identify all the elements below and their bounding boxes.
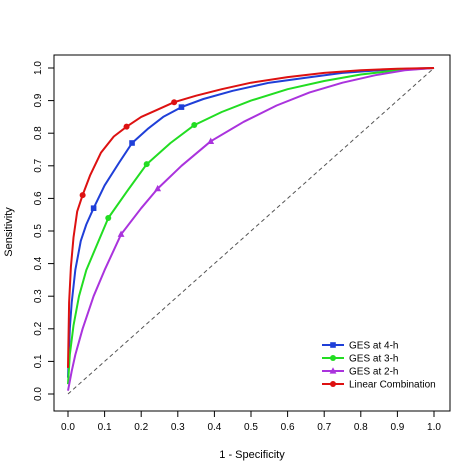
data-point [90,205,97,211]
series-2 [67,67,435,385]
y-tick-label: 0.9 [33,93,44,107]
legend: GES at 4-h GES at 3-h GES at 2-h Linear Com… [318,336,446,392]
y-axis: 0.0 0.1 0.2 0.3 0.4 0.5 0.6 0.7 0.8 0.9 1.0 [33,61,55,401]
legend-marker [329,367,337,374]
data-point [171,99,178,106]
data-point [191,122,198,129]
y-axis-label: Sensitivity [3,207,15,257]
legend-label: GES at 2-h [349,367,398,378]
data-point [154,184,162,192]
x-tick-label: 0.3 [171,422,185,433]
series-line [67,67,435,368]
data-point [178,104,185,110]
data-point [105,214,112,221]
series-layer [67,67,435,391]
legend-label: GES at 3-h [349,354,398,365]
x-tick-label: 0.7 [317,422,331,433]
x-tick-label: 1.0 [427,422,441,433]
legend-marker [330,342,336,348]
x-tick-label: 0.5 [244,422,258,433]
legend-label: GES at 4-h [349,341,398,352]
data-point [79,192,86,199]
series-line [67,67,435,385]
y-tick-label: 0.6 [33,191,44,205]
series-1 [67,67,435,378]
y-tick-label: 0.8 [33,126,44,140]
y-tick-label: 0.3 [33,289,44,303]
x-tick-label: 0.1 [98,422,112,433]
x-tick-label: 0.2 [134,422,148,433]
x-tick-label: 0.6 [281,422,295,433]
y-tick-label: 1.0 [33,61,44,75]
y-tick-label: 0.1 [33,354,44,368]
data-point [117,230,125,237]
x-axis: 0.0 0.1 0.2 0.3 0.4 0.5 0.6 0.7 0.8 0.9 1.0 [61,410,441,433]
reference-diagonal [67,67,435,395]
x-tick-label: 0.8 [354,422,368,433]
legend-item: Linear Combination [322,380,436,391]
y-tick-label: 0.0 [33,387,44,401]
x-tick-label: 0.4 [207,422,221,433]
series-4 [67,67,435,368]
legend-marker [330,355,336,361]
data-point [143,161,150,168]
y-tick-label: 0.2 [33,321,44,335]
series-line [67,67,435,378]
legend-item: GES at 2-h [322,367,398,378]
x-tick-label: 0.0 [61,422,75,433]
data-point [123,123,130,130]
data-point [129,140,135,146]
legend-marker [330,381,336,387]
x-axis-label: 1 - Specificity [219,449,285,461]
y-tick-label: 0.4 [33,256,44,270]
legend-item: GES at 4-h [322,341,398,352]
series-line [67,67,435,391]
data-point [207,137,215,144]
y-tick-label: 0.5 [33,224,44,238]
y-tick-label: 0.7 [33,158,44,172]
legend-label: Linear Combination [349,380,436,391]
series-3 [67,67,435,391]
legend-item: GES at 3-h [322,354,398,365]
x-tick-label: 0.9 [390,422,404,433]
